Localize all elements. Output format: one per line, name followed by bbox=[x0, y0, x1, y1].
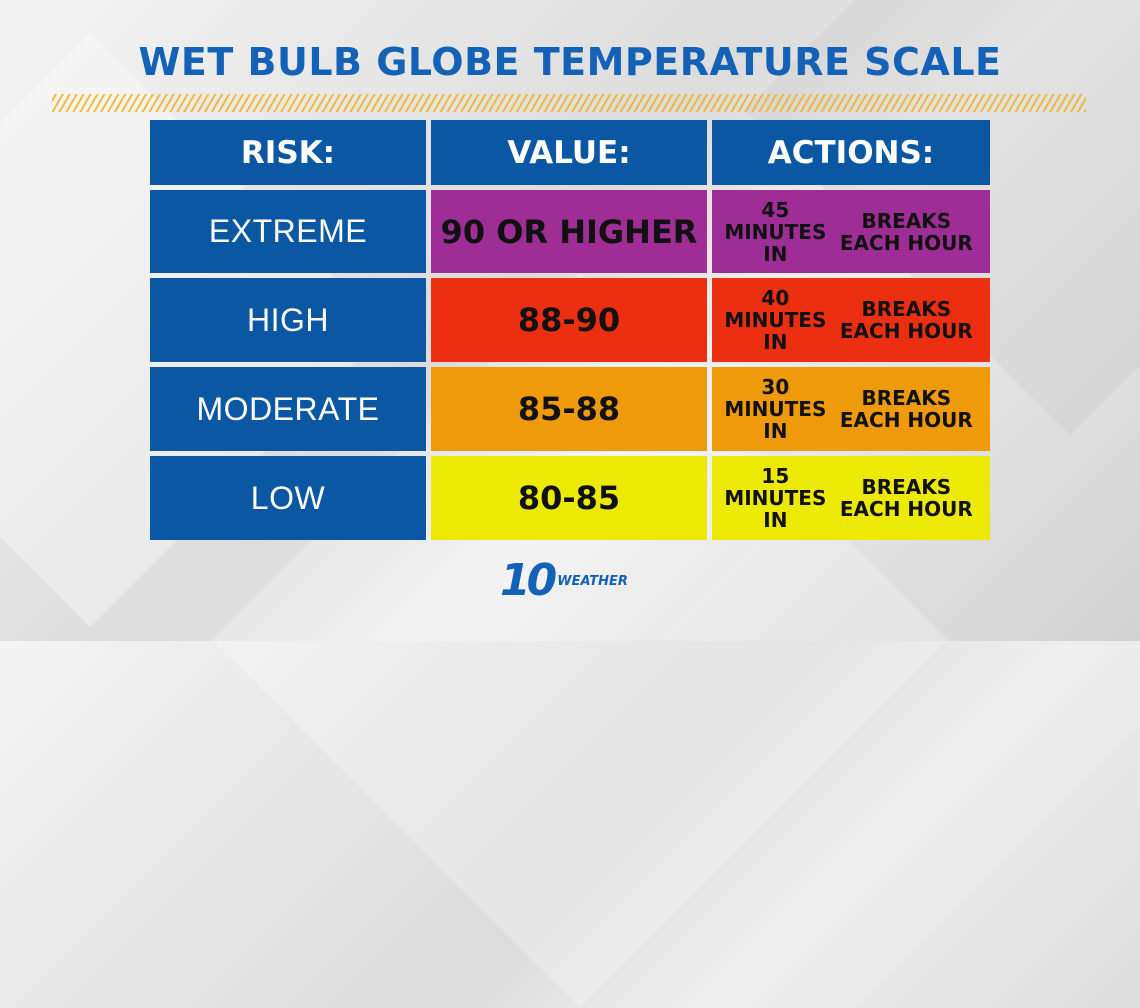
value-extreme: 90 OR HIGHER bbox=[431, 190, 707, 273]
header-risk: RISK: bbox=[150, 120, 426, 185]
header-actions: ACTIONS: bbox=[712, 120, 990, 185]
decorative-stripe bbox=[52, 94, 1086, 112]
value-low: 80-85 bbox=[431, 456, 707, 540]
risk-high: HIGH bbox=[150, 278, 426, 362]
page-title: WET BULB GLOBE TEMPERATURE SCALE bbox=[138, 40, 1002, 84]
action-line: 30 MINUTES IN bbox=[724, 375, 827, 443]
action-line: 40 MINUTES IN bbox=[724, 286, 827, 354]
action-line: BREAKS EACH HOUR bbox=[839, 208, 973, 255]
value-moderate: 85-88 bbox=[431, 367, 707, 451]
risk-low: LOW bbox=[150, 456, 426, 540]
action-moderate: 30 MINUTES IN BREAKS EACH HOUR bbox=[712, 367, 990, 451]
logo-number: 10 bbox=[500, 554, 557, 606]
action-line: 45 MINUTES IN bbox=[724, 197, 827, 266]
header-value: VALUE: bbox=[431, 120, 707, 185]
action-line: BREAKS EACH HOUR bbox=[839, 297, 973, 343]
risk-moderate: MODERATE bbox=[150, 367, 426, 451]
action-low: 15 MINUTES IN BREAKS EACH HOUR bbox=[712, 456, 990, 540]
action-extreme: 45 MINUTES IN BREAKS EACH HOUR bbox=[712, 190, 990, 273]
action-high: 40 MINUTES IN BREAKS EACH HOUR bbox=[712, 278, 990, 362]
wbgt-table: RISK: VALUE: ACTIONS: EXTREME 90 OR HIGH… bbox=[150, 120, 990, 540]
action-line: BREAKS EACH HOUR bbox=[839, 386, 973, 432]
logo-text: WEATHER bbox=[557, 573, 628, 589]
value-high: 88-90 bbox=[431, 278, 707, 362]
action-line: 15 MINUTES IN bbox=[724, 464, 827, 532]
station-logo: 10 WEATHER bbox=[500, 554, 628, 606]
risk-extreme: EXTREME bbox=[150, 190, 426, 273]
action-line: BREAKS EACH HOUR bbox=[839, 475, 973, 521]
